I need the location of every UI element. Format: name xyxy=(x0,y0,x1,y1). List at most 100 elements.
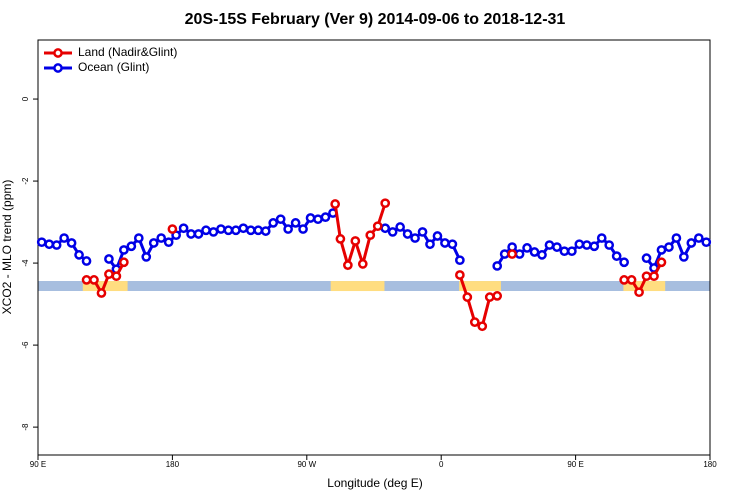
data-point xyxy=(290,218,301,228)
data-point xyxy=(679,252,689,262)
data-point xyxy=(649,271,659,282)
data-point xyxy=(201,225,211,236)
data-point xyxy=(74,250,84,260)
data-point xyxy=(641,253,652,264)
data-point xyxy=(417,227,428,237)
data-point xyxy=(111,271,122,282)
legend-label: Ocean (Glint) xyxy=(78,60,149,74)
x-tick-label: 90 W xyxy=(297,460,316,469)
data-point xyxy=(537,250,547,260)
data-point xyxy=(343,260,353,270)
data-point xyxy=(193,229,204,239)
data-point xyxy=(671,233,682,243)
data-point xyxy=(186,229,196,239)
data-point xyxy=(455,270,465,280)
y-tick-label: -6 xyxy=(21,341,30,349)
data-point xyxy=(59,233,69,243)
data-point xyxy=(245,225,256,236)
data-point xyxy=(141,252,152,262)
data-point xyxy=(559,246,570,257)
data-point xyxy=(89,275,99,285)
data-point xyxy=(305,213,316,223)
data-point xyxy=(492,261,503,271)
data-point xyxy=(410,233,420,243)
x-tick-label: 0 xyxy=(439,460,444,469)
y-axis-label: XCO2 - MLO trend (ppm) xyxy=(0,180,14,315)
data-point xyxy=(686,238,697,248)
data-point xyxy=(469,317,480,327)
data-point xyxy=(148,238,159,248)
legend-label: Land (Nadir&Glint) xyxy=(78,45,177,59)
data-point xyxy=(626,275,637,285)
legend-item: Land (Nadir&Glint) xyxy=(44,45,177,59)
data-point xyxy=(268,218,279,228)
data-point xyxy=(156,233,167,243)
data-point xyxy=(178,223,189,234)
data-point xyxy=(477,321,488,332)
data-point xyxy=(167,224,178,234)
data-point xyxy=(656,257,667,268)
y-tick-label: -8 xyxy=(21,423,30,431)
x-tick-label: 90 E xyxy=(30,460,46,469)
data-point xyxy=(96,288,107,298)
data-point xyxy=(507,249,517,259)
data-point xyxy=(544,240,555,250)
data-point xyxy=(701,237,712,248)
land-mask xyxy=(330,281,385,292)
data-point xyxy=(462,292,473,302)
data-point xyxy=(81,256,92,266)
data-point xyxy=(574,239,585,250)
data-point xyxy=(432,231,443,241)
data-point xyxy=(611,251,622,261)
data-point xyxy=(596,233,607,243)
data-point xyxy=(693,233,704,243)
x-tick-label: 180 xyxy=(703,460,717,469)
data-point xyxy=(133,233,144,243)
data-point xyxy=(664,242,674,252)
data-point xyxy=(365,230,376,241)
data-point xyxy=(499,249,510,259)
data-point xyxy=(567,246,577,257)
x-axis-label: Longitude (deg E) xyxy=(327,476,422,490)
legend-marker xyxy=(53,48,63,58)
data-point xyxy=(455,255,465,266)
data-point xyxy=(589,241,600,252)
data-point xyxy=(216,224,226,234)
data-point xyxy=(283,224,293,234)
y-tick-label: -4 xyxy=(21,259,30,267)
data-point xyxy=(372,221,383,232)
data-point xyxy=(357,259,368,269)
data-point xyxy=(425,239,435,250)
data-point xyxy=(253,225,264,236)
data-point xyxy=(619,257,629,268)
data-point xyxy=(619,275,629,285)
data-point xyxy=(380,198,391,209)
data-point xyxy=(66,238,77,248)
data-point xyxy=(163,237,174,248)
data-point xyxy=(634,287,644,298)
data-point xyxy=(238,223,249,234)
data-point xyxy=(380,223,391,234)
series-line xyxy=(333,202,387,271)
data-point xyxy=(402,229,413,239)
y-tick-label: 0 xyxy=(21,96,30,101)
data-point xyxy=(104,254,114,264)
land-mask xyxy=(459,281,501,292)
data-point xyxy=(447,239,458,250)
legend-item: Ocean (Glint) xyxy=(44,60,149,74)
data-point xyxy=(604,240,615,250)
data-point xyxy=(656,245,667,255)
data-point xyxy=(298,224,308,234)
data-point xyxy=(81,275,92,285)
data-point xyxy=(36,237,47,248)
data-point xyxy=(104,269,114,280)
data-point xyxy=(51,240,62,250)
data-point xyxy=(126,241,137,252)
data-point xyxy=(484,292,495,302)
data-point xyxy=(514,249,525,259)
legend-marker xyxy=(53,63,63,73)
data-point xyxy=(330,199,341,209)
data-point xyxy=(440,238,450,248)
data-point xyxy=(208,227,219,237)
